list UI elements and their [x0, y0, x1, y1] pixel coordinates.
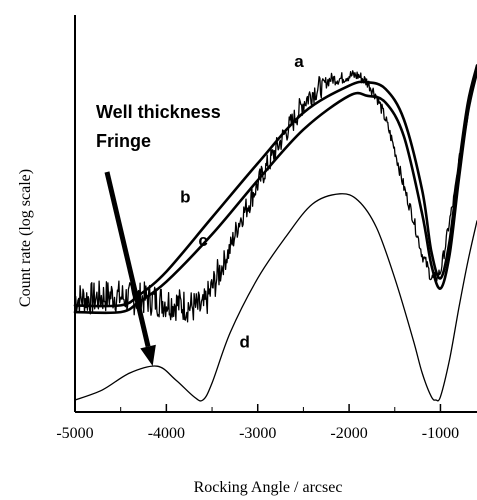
y-axis-title: Count rate (log scale)	[17, 169, 34, 307]
annotation-arrow-head	[140, 344, 156, 366]
series-b-line	[73, 64, 477, 308]
series-a-line	[74, 70, 477, 323]
annotation-line-1: Well thickness	[96, 102, 221, 122]
plot-frame	[74, 15, 477, 413]
series-d-line	[74, 193, 477, 402]
series-label-b: b	[180, 187, 190, 206]
x-tick-label: -2000	[330, 425, 367, 442]
x-axis-title: Rocking Angle / arcsec	[194, 479, 343, 496]
x-tick-label: -4000	[148, 425, 185, 442]
annotation-arrow-shaft	[104, 171, 151, 348]
series-label-a: a	[294, 52, 304, 71]
series-c-line	[73, 70, 477, 315]
x-tick-label: -1000	[422, 425, 459, 442]
x-tick-label: -3000	[239, 425, 276, 442]
x-axis-ticks: -5000 -4000 -3000 -2000 -1000	[56, 404, 459, 442]
annotation-line-2: Fringe	[96, 131, 151, 151]
x-tick-label: -5000	[56, 425, 93, 442]
plot-curves	[73, 64, 477, 402]
series-label-d: d	[239, 333, 249, 352]
series-label-c: c	[198, 231, 207, 250]
series-labels: a b c d	[180, 52, 304, 352]
fringe-annotation: Well thickness Fringe	[96, 102, 221, 366]
